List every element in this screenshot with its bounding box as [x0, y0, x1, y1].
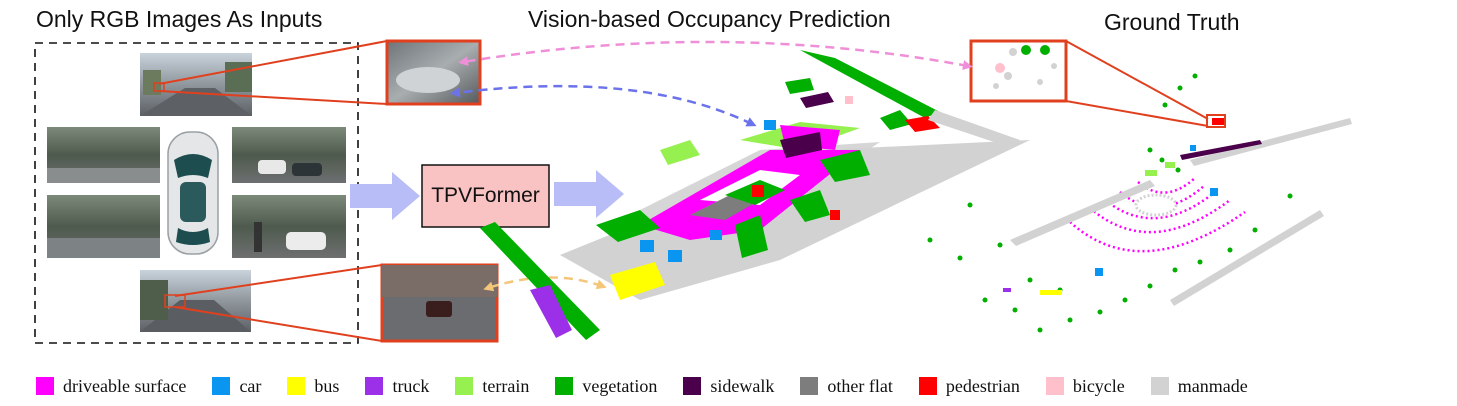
legend-label: other flat [827, 375, 893, 396]
tpvformer-label: TPVFormer [431, 184, 540, 207]
legend-label: bicycle [1072, 375, 1125, 396]
legend-label: driveable surface [63, 375, 187, 396]
legend-swatch [918, 377, 937, 395]
camera-image-back-right [232, 195, 346, 258]
legend-label: car [239, 375, 262, 396]
prediction-heading: Vision-based Occupancy Prediction [528, 6, 891, 32]
correspondence-arrow-blue [450, 84, 757, 127]
legend-label: truck [392, 375, 430, 396]
input-panel [34, 42, 359, 344]
legend-item: terrain [455, 376, 529, 397]
legend-swatch [36, 377, 54, 395]
legend-item: driveable surface [36, 376, 186, 397]
legend-item: truck [365, 376, 429, 397]
ego-car-icon [167, 131, 219, 255]
legend-item: other flat [800, 375, 893, 397]
legend-item: bus [287, 376, 339, 397]
correspondence-arrow-pink [458, 40, 973, 71]
legend-item: manmade [1150, 375, 1248, 397]
legend-item: bicycle [1045, 375, 1125, 397]
legend-swatch [683, 377, 702, 395]
legend-swatch [287, 377, 306, 395]
legend-swatch [455, 377, 474, 395]
camera-image-front-left [47, 127, 160, 183]
camera-image-back-left [47, 195, 160, 258]
legend-label: pedestrian [945, 375, 1020, 396]
legend-swatch [365, 377, 384, 395]
camera-image-front-right [232, 127, 346, 183]
flow-arrow-out [554, 170, 624, 218]
ground-truth-heading: Ground Truth [1104, 9, 1240, 35]
zoom-inset-back [380, 263, 499, 343]
legend-swatch [1150, 377, 1169, 395]
predicted-occupancy-scene [480, 50, 1030, 340]
flow-arrow-in [350, 172, 420, 220]
camera-image-front [140, 53, 252, 116]
ground-truth-scene [927, 73, 1352, 333]
tpvformer-box [421, 164, 550, 228]
legend-swatch [1045, 377, 1064, 395]
zoom-connectors [158, 40, 1209, 342]
camera-image-back [140, 270, 251, 332]
legend-swatch [800, 377, 819, 395]
legend-item: car [212, 376, 261, 397]
legend-item: sidewalk [683, 376, 774, 397]
diagram-canvas [34, 39, 1352, 344]
legend-label: terrain [482, 375, 530, 396]
legend-item: vegetation [555, 376, 657, 397]
inputs-heading: Only RGB Images As Inputs [36, 6, 323, 32]
zoom-inset-ground-truth [969, 39, 1068, 103]
zoom-inset-front [385, 39, 482, 106]
legend-label: bus [314, 375, 340, 396]
legend-item: pedestrian [918, 375, 1020, 397]
legend-swatch [212, 377, 231, 395]
legend-swatch [555, 377, 574, 395]
legend-label: vegetation [582, 375, 658, 396]
legend-label: sidewalk [710, 375, 775, 396]
legend-label: manmade [1177, 375, 1248, 396]
zoom-marker-ground-truth [1206, 114, 1226, 128]
legend: driveable surface car bus truck terrain veget… [36, 374, 1451, 398]
